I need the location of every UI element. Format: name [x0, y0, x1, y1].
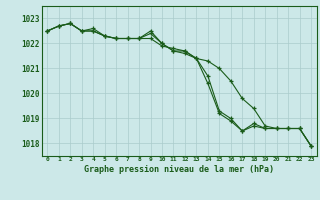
X-axis label: Graphe pression niveau de la mer (hPa): Graphe pression niveau de la mer (hPa) — [84, 165, 274, 174]
